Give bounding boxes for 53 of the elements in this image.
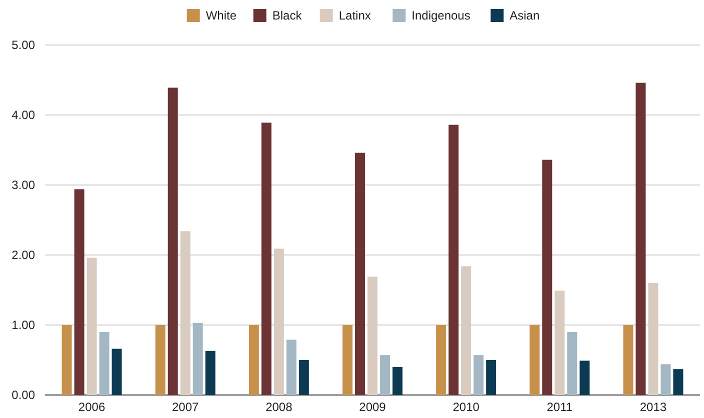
bar (74, 189, 84, 395)
bar (648, 283, 658, 395)
y-tick-label: 3.00 (12, 178, 36, 192)
x-tick-label: 2011 (546, 400, 573, 414)
x-tick-label: 2010 (452, 400, 480, 414)
bar (274, 248, 284, 395)
bar (180, 231, 190, 395)
bar (530, 325, 540, 395)
bar (168, 88, 178, 395)
bar (474, 355, 484, 395)
x-tick-label: 2006 (78, 400, 106, 414)
bar (542, 160, 552, 395)
x-tick-label: 2009 (359, 400, 386, 414)
y-tick-label: 2.00 (12, 248, 36, 262)
bar (436, 325, 446, 395)
bar (392, 367, 402, 395)
y-tick-label: 5.00 (12, 38, 36, 52)
bar (673, 369, 684, 395)
bar (461, 266, 472, 395)
y-tick-label: 4.00 (12, 108, 36, 122)
bar (99, 332, 110, 395)
legend-label: Latinx (338, 8, 371, 23)
bar (342, 325, 352, 395)
bar (192, 322, 203, 395)
bar (623, 325, 634, 395)
bar (636, 82, 646, 395)
bar (286, 340, 296, 395)
bar (298, 360, 309, 395)
bar (567, 332, 578, 395)
legend-label: Indigenous (412, 8, 470, 23)
y-tick-label: 1.00 (12, 318, 36, 332)
legend-label: Black (272, 8, 303, 23)
bar (112, 348, 122, 395)
bar (62, 325, 72, 395)
bar (355, 152, 365, 395)
bar (368, 276, 378, 395)
x-tick-label: 2013 (640, 400, 667, 414)
bar (261, 122, 272, 395)
bar (205, 350, 216, 395)
bar (448, 124, 459, 395)
bar (248, 325, 259, 395)
bar (580, 360, 590, 395)
bar (155, 325, 166, 395)
x-tick-label: 2008 (266, 400, 293, 414)
bar (380, 355, 390, 395)
bar (86, 258, 97, 395)
bar (554, 290, 565, 395)
bar (660, 364, 671, 395)
legend-label: Asian (510, 8, 540, 23)
legend-label: White (206, 8, 237, 23)
bar (486, 360, 496, 395)
y-tick-label: 0.00 (12, 388, 36, 402)
x-tick-label: 2007 (172, 400, 200, 414)
